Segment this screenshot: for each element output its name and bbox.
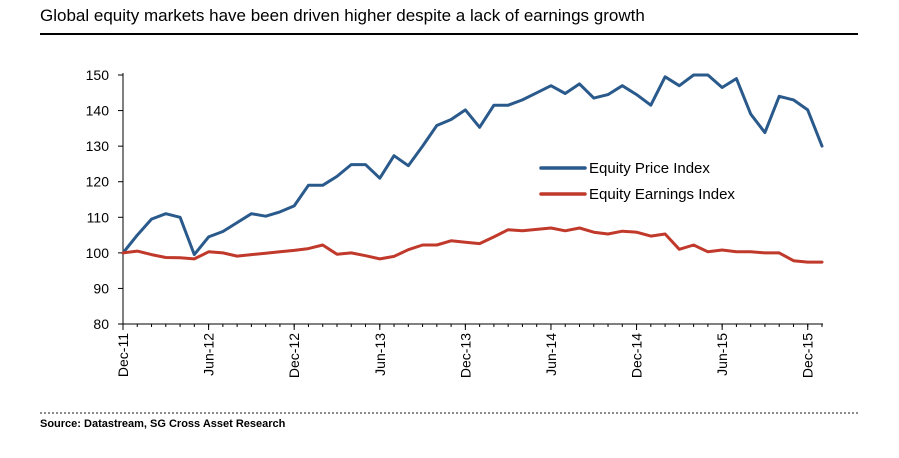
x-tick-label: Dec-11 — [115, 333, 131, 377]
axes: 80 90 100 110 120 130 140 150 Dec-11 Jun-12 Dec-12… — [86, 67, 823, 378]
series-lines — [121, 73, 824, 264]
x-tick-label: Jun-15 — [714, 333, 730, 376]
y-tick-label: 150 — [86, 67, 110, 83]
equity-earnings-line — [121, 226, 824, 264]
x-tick-label: Dec-13 — [457, 333, 473, 378]
y-tick-label: 110 — [87, 209, 110, 225]
x-tick-label: Jun-13 — [372, 333, 388, 376]
footer-rule — [40, 412, 858, 414]
y-tick-label: 140 — [86, 103, 110, 119]
y-tick-label: 90 — [93, 280, 109, 296]
x-tick-label: Dec-15 — [800, 333, 816, 378]
y-tick-label: 100 — [86, 245, 110, 261]
y-tick-label: 130 — [86, 138, 110, 154]
line-chart: 80 90 100 110 120 130 140 150 Dec-11 Jun-12 Dec-12… — [86, 67, 824, 378]
legend-label: Equity Price Index — [589, 160, 710, 177]
x-tick-label: Dec-14 — [629, 333, 645, 378]
legend: Equity Price Index Equity Earnings Index — [539, 160, 735, 203]
x-tick-label: Dec-12 — [286, 333, 302, 378]
legend-label: Equity Earnings Index — [589, 186, 735, 203]
equity-price-line — [121, 73, 824, 257]
y-tick-label: 80 — [93, 316, 109, 332]
chart-title: Global equity markets have been driven h… — [40, 6, 645, 25]
source-note: Source: Datastream, SG Cross Asset Resea… — [40, 418, 286, 430]
x-tick-label: Jun-12 — [201, 333, 217, 376]
title-rule — [40, 33, 858, 35]
y-tick-label: 120 — [86, 174, 110, 190]
x-tick-label: Jun-14 — [543, 333, 559, 376]
